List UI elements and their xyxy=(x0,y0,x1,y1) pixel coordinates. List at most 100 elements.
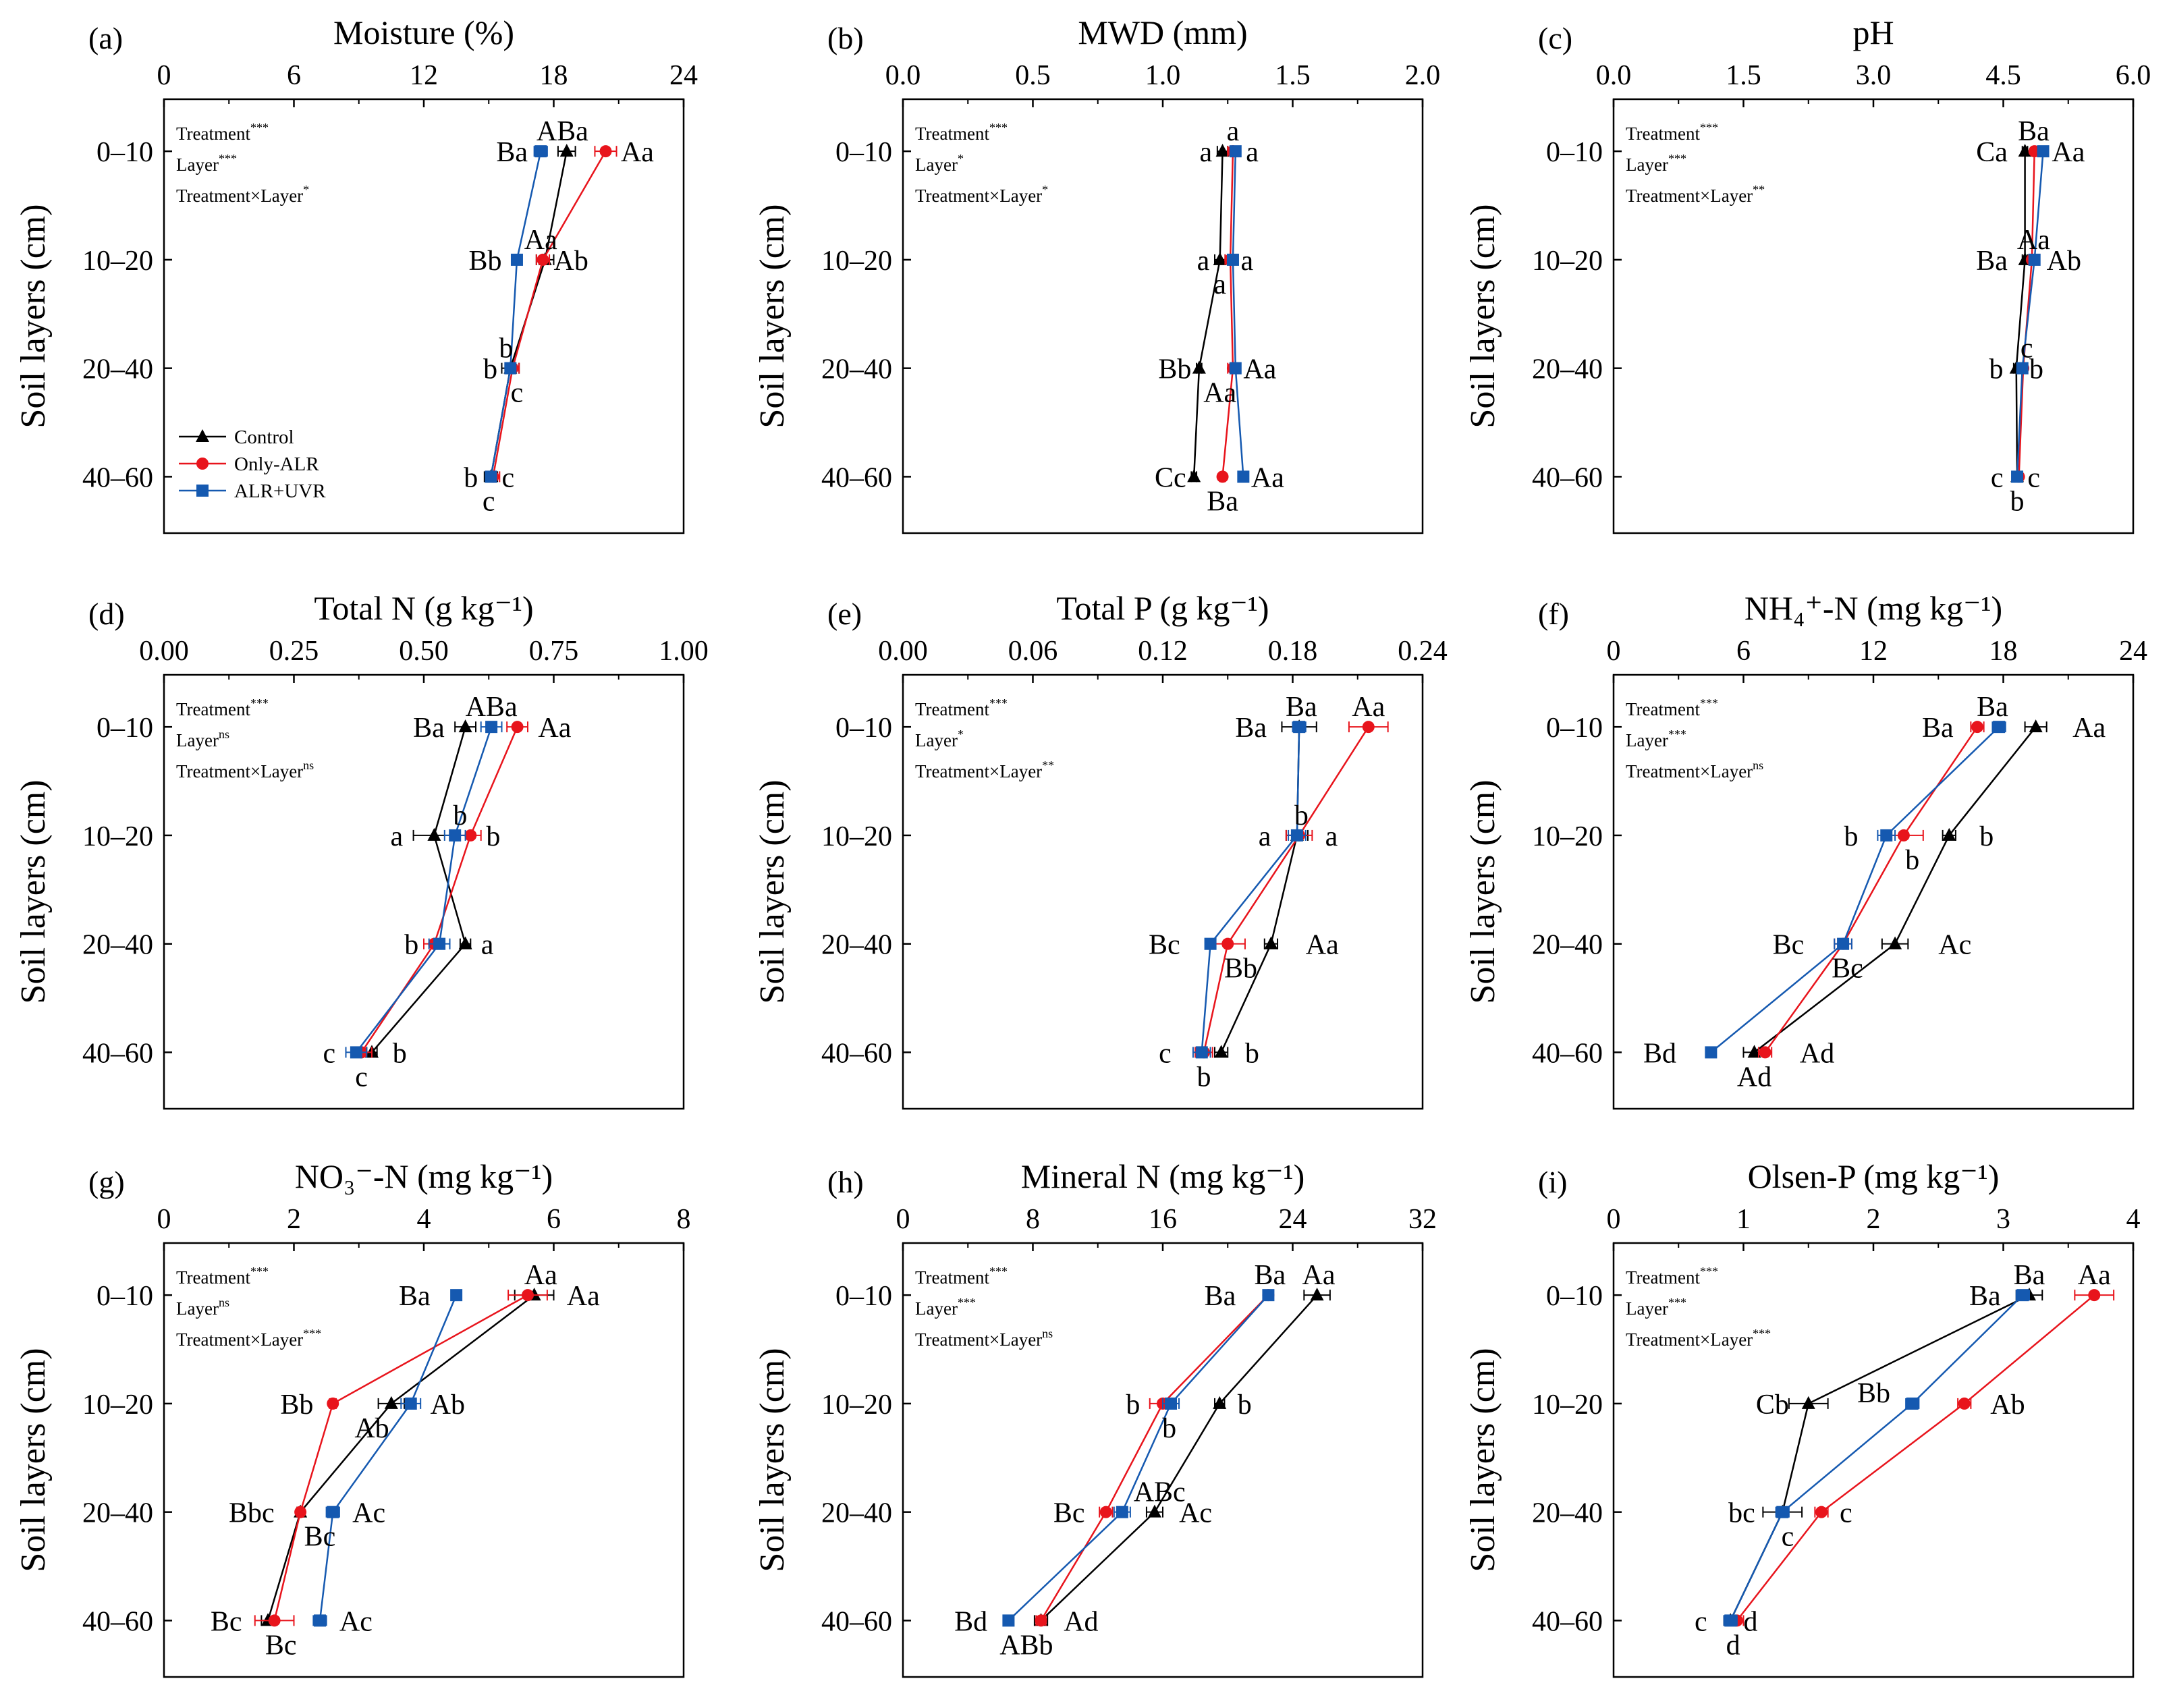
data-point-alr-uvr xyxy=(350,1046,362,1059)
series-line-alr-uvr xyxy=(1710,726,2000,1053)
data-point-only-alr xyxy=(1362,721,1375,734)
significance-letter: b xyxy=(1905,845,1919,876)
significance-letter: Ba xyxy=(1286,692,1317,723)
x-tick-label: 0.75 xyxy=(529,636,579,667)
significance-letter: Bd xyxy=(1643,1038,1676,1069)
significance-letter: a xyxy=(1241,246,1254,277)
y-tick-label: 20–40 xyxy=(82,1498,153,1529)
stat-term: Treatment xyxy=(176,123,250,144)
series-line-alr-uvr xyxy=(490,150,542,477)
panel-title: MWD (mm) xyxy=(1078,13,1247,51)
panel-title: Moisture (%) xyxy=(333,13,514,51)
data-point-alr-uvr xyxy=(1165,1397,1178,1410)
significance-letter: Ac xyxy=(352,1498,385,1529)
significance-letter: Ba xyxy=(496,137,528,168)
x-tick-label: 6 xyxy=(287,60,301,91)
y-tick-label: 40–60 xyxy=(821,1038,892,1069)
y-tick-label: 10–20 xyxy=(82,1389,153,1421)
data-point-control xyxy=(427,827,441,841)
data-point-alr-uvr xyxy=(1290,829,1303,842)
significance-letter: a xyxy=(1325,821,1338,852)
data-point-alr-uvr xyxy=(327,1506,339,1518)
data-point-only-alr xyxy=(464,829,477,842)
data-point-alr-uvr xyxy=(433,937,446,950)
x-tick-label: 16 xyxy=(1149,1204,1177,1235)
significance-letter: Bd xyxy=(954,1606,987,1637)
stat-term: Layer xyxy=(176,730,219,750)
x-tick-label: 6.0 xyxy=(2116,60,2151,91)
stat-significance: *** xyxy=(1753,1327,1771,1340)
stat-term: Treatment×Layer xyxy=(1626,1329,1753,1350)
y-tick-label: 10–20 xyxy=(1532,821,1603,852)
x-tick-label: 0.5 xyxy=(1015,60,1051,91)
x-tick-label: 0 xyxy=(157,60,171,91)
stat-label: Treatment×Layer** xyxy=(1626,183,1765,206)
significance-letter: a xyxy=(1197,246,1210,277)
significance-letter: c xyxy=(323,1038,335,1069)
significance-letter: ABb xyxy=(999,1630,1053,1661)
significance-letter: b xyxy=(486,821,500,852)
significance-letter: b xyxy=(2010,486,2025,517)
data-point-alr-uvr xyxy=(2016,362,2029,375)
significance-letter: Ba xyxy=(1254,1260,1286,1291)
series-line-only-alr xyxy=(1203,726,1369,1053)
stat-significance: ** xyxy=(1753,183,1765,196)
series-line-control xyxy=(1192,151,1224,477)
significance-letter: b xyxy=(483,354,497,385)
x-tick-label: 1.00 xyxy=(659,636,709,667)
stat-label: Treatment*** xyxy=(915,696,1008,719)
x-tick-label: 8 xyxy=(677,1204,691,1235)
data-point-alr-uvr xyxy=(1705,1046,1717,1059)
y-tick-label: 0–10 xyxy=(835,713,892,744)
y-tick-label: 40–60 xyxy=(1532,462,1603,493)
significance-letter: c xyxy=(1991,462,2004,493)
significance-letter: ABa xyxy=(466,692,518,723)
significance-letter: Bb xyxy=(1857,1378,1890,1409)
significance-letter: Bbc xyxy=(229,1498,275,1529)
stat-term: Layer xyxy=(176,1298,219,1319)
stat-significance: *** xyxy=(989,1265,1008,1278)
x-tick-label: 12 xyxy=(410,60,438,91)
series-line-only-alr xyxy=(1040,1294,1269,1622)
stat-term: Layer xyxy=(1626,155,1668,175)
data-point-only-alr xyxy=(522,1289,534,1302)
x-tick-label: 0 xyxy=(896,1204,910,1235)
significance-letter: c xyxy=(1159,1038,1172,1069)
stat-term: Treatment xyxy=(176,1267,250,1288)
significance-letter: d xyxy=(1726,1630,1740,1661)
significance-letter: b xyxy=(1989,354,2004,385)
significance-letter: a xyxy=(391,821,404,852)
panel-8: (h) Mineral N (mg kg⁻¹) 0 8 16 24 32 0–10 10–20 2… xyxy=(753,1157,1437,1678)
panel-label: (h) xyxy=(827,1165,864,1199)
stat-significance: *** xyxy=(1700,1265,1718,1278)
significance-letter: b xyxy=(464,462,478,493)
significance-letter: Ba xyxy=(2018,116,2050,147)
data-point-alr-uvr xyxy=(1906,1397,1919,1410)
stat-label: Treatment×Layer*** xyxy=(1626,1327,1771,1350)
plot-frame xyxy=(1612,673,2135,1110)
significance-letter: b xyxy=(453,800,467,831)
significance-letter: b xyxy=(1245,1038,1259,1069)
stat-term: Treatment xyxy=(915,123,989,144)
significance-letter: Aa xyxy=(2078,1260,2111,1291)
panel-label: (i) xyxy=(1538,1165,1567,1199)
significance-letter: Aa xyxy=(524,225,557,256)
panel-6: (f) NH₄⁺-N (mg kg⁻¹) 0 6 12 18 24 0–10 10–20 20–4… xyxy=(1464,589,2147,1110)
x-tick-label: 2 xyxy=(287,1204,301,1235)
data-point-control xyxy=(1801,1396,1815,1409)
significance-letter: b xyxy=(404,930,418,961)
data-point-control xyxy=(2018,144,2032,157)
panel-title: NO₃⁻-N (mg kg⁻¹) xyxy=(295,1157,553,1195)
significance-letter: Aa xyxy=(2052,137,2085,168)
significance-letter: b xyxy=(1294,800,1309,831)
significance-letter: Bb xyxy=(280,1389,313,1421)
stat-label: Treatment×Layer*** xyxy=(176,1327,321,1350)
data-point-alr-uvr xyxy=(2037,145,2050,158)
y-tick-label: 40–60 xyxy=(821,462,892,493)
significance-letter: c xyxy=(502,462,515,493)
y-tick-label: 0–10 xyxy=(1546,137,1603,168)
data-point-alr-uvr xyxy=(1195,1046,1208,1059)
data-point-control xyxy=(1888,936,1902,949)
significance-letter: Aa xyxy=(1302,1260,1336,1291)
y-tick-label: 40–60 xyxy=(82,462,153,493)
